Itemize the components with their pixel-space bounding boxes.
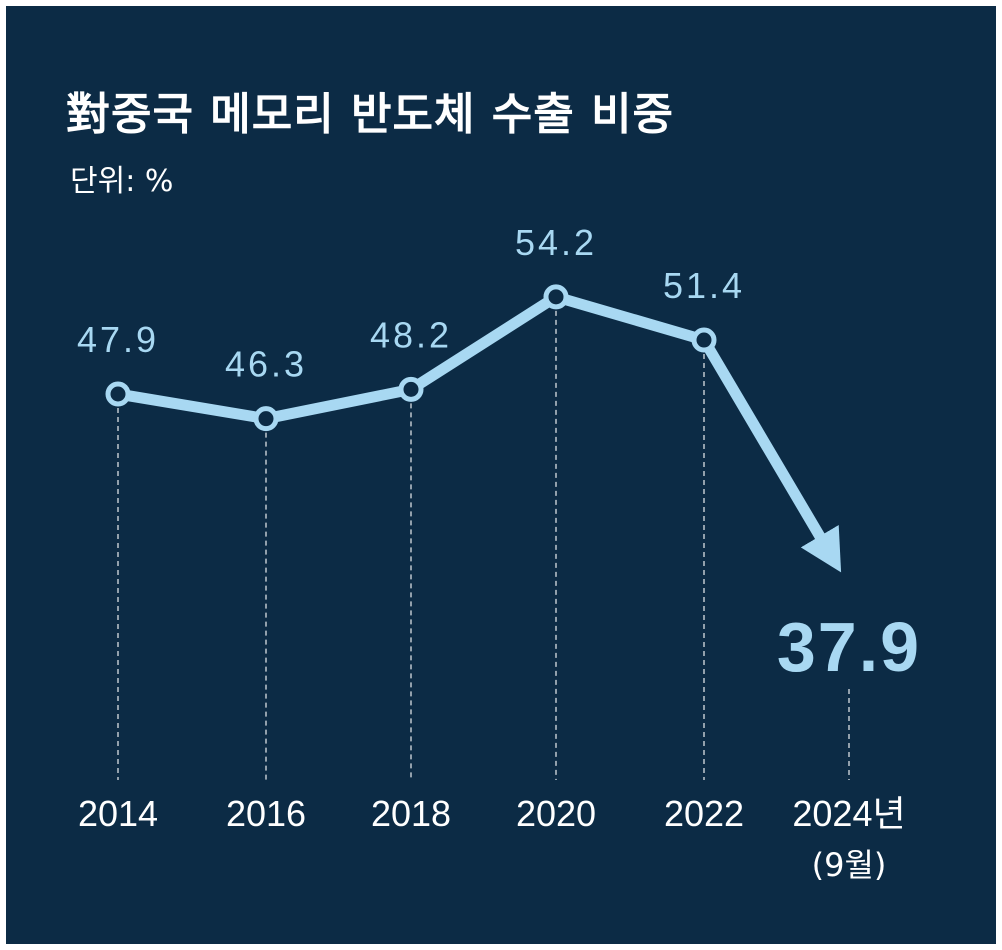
chart-card: 對중국 메모리 반도체 수출 비중 단위: % 47.9 46.3 48.2 54.2… [6,6,996,944]
chart-unit: 단위: % [70,164,174,199]
decline-arrow [698,334,842,573]
x-tick-label: 2024년 [792,793,905,834]
value-label: 51.4 [663,265,745,306]
value-label: 54.2 [515,222,597,263]
data-point [543,284,569,310]
x-axis-labels: 2014 2016 2018 2020 2022 2024년 (9월) [78,793,906,884]
value-label: 48.2 [370,314,452,355]
value-labels: 47.9 46.3 48.2 54.2 51.4 37.9 [77,222,921,686]
x-tick-label: 2016 [226,793,306,834]
x-tick-label: 2020 [516,793,596,834]
data-point [253,406,279,432]
x-tick-sublabel: (9월) [812,846,887,884]
guide-lines [117,310,850,780]
data-points [105,284,717,432]
chart-title: 對중국 메모리 반도체 수출 비중 [66,89,675,140]
x-tick-label: 2014 [78,793,158,834]
x-tick-label: 2018 [371,793,451,834]
series-line [112,291,842,573]
value-label: 47.9 [77,319,159,360]
x-tick-label: 2022 [664,793,744,834]
data-point [105,381,131,407]
final-value-label: 37.9 [777,608,921,686]
data-point [691,327,717,353]
line-chart: 47.9 46.3 48.2 54.2 51.4 37.9 2014 2016 2018 202… [77,222,921,884]
value-label: 46.3 [225,344,307,385]
data-point [398,376,424,402]
